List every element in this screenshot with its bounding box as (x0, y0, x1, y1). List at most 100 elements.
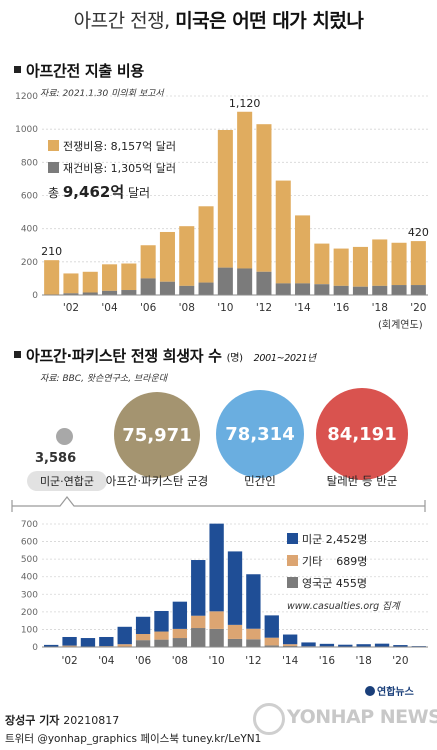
y-tick-label: 500 (21, 555, 38, 565)
legend-us: 미군 2,452명 (287, 531, 367, 547)
legend-us-label: 미군 (302, 533, 323, 546)
bar-other (62, 645, 77, 647)
legend-recon: 재건비용: 1,305억 달러 (48, 160, 176, 176)
casualty-source: www.casualties.org 집계 (287, 601, 400, 612)
y-tick-label: 1000 (15, 125, 38, 135)
x-tick-label: '16 (319, 655, 336, 667)
x-tick-label: '16 (333, 302, 350, 314)
circle-civilian: 78,314 (216, 390, 304, 478)
x-tick-label: '14 (294, 302, 311, 314)
bar-recon (333, 285, 349, 295)
bar-war (102, 264, 118, 291)
bar-war (372, 239, 388, 286)
watermark-globe-icon (253, 703, 285, 735)
bar-war (121, 263, 137, 291)
y-tick-label: 300 (21, 590, 38, 600)
total-value: 9,462억 (62, 183, 125, 201)
bar-war (256, 124, 272, 272)
bar-recon (256, 271, 272, 295)
bar-war (44, 260, 60, 295)
bar-uk (209, 628, 224, 647)
y-tick-label: 1200 (15, 92, 38, 102)
spending-chart: 0 200 400 600 800 1000 1200 210 1,120 420 '02 '04 '0… (15, 92, 429, 314)
bar-war (352, 246, 368, 287)
bar-us (282, 634, 298, 645)
bar-us (393, 645, 408, 647)
y-tick-label: 600 (21, 538, 38, 548)
y-tick-label: 700 (21, 520, 38, 530)
bar-recon (179, 285, 195, 295)
bar-us (172, 601, 188, 629)
x-tick-label: '08 (179, 302, 195, 314)
casualty-chart: 0 100 200 300 400 500 600 700 '02 '04 '06 '08 '10 '12… (21, 520, 428, 667)
legend-recon-swatch (48, 162, 59, 173)
bar-recon (275, 283, 291, 295)
bar-other (191, 615, 206, 629)
bar-us (117, 626, 132, 645)
bar-other (227, 624, 243, 639)
bar-us (191, 560, 206, 616)
bar-other (209, 611, 224, 629)
bar-war (391, 242, 407, 286)
data-label: 420 (408, 226, 429, 239)
bar-us (246, 574, 261, 629)
bar-war (198, 206, 214, 283)
bar-us (264, 615, 279, 638)
legend-us-value: 2,452명 (325, 533, 368, 546)
circle-police: 75,971 (114, 392, 200, 478)
circle-police-label: 아프간·파키스탄 군경 (105, 474, 209, 488)
legend-other-value: 689명 (336, 555, 368, 568)
y-tick-label: 200 (21, 258, 38, 268)
bar-us (374, 643, 390, 647)
section2-source: 자료: BBC, 왓슨연구소, 브라운대 (40, 374, 168, 384)
bar-uk (135, 640, 151, 647)
fiscal-year-note: (회계연도) (378, 320, 423, 331)
bar-recon (352, 286, 368, 295)
bar-uk (264, 645, 279, 647)
reporter-name: 장성구 기자 (5, 714, 60, 727)
legend-other: 기타 689명 (287, 553, 367, 569)
bar-war (295, 215, 311, 284)
watermark: YONHAP NEWS (249, 703, 437, 743)
total-suffix: 달러 (127, 186, 151, 200)
section1-title: 아프간전 지출 비용 (14, 60, 144, 81)
bullet-square-icon-2 (14, 351, 21, 358)
bar-other (135, 633, 151, 641)
bar-recon (159, 281, 175, 295)
legend-recon-label: 재건비용: 1,305억 달러 (63, 162, 177, 175)
bar-us (227, 551, 243, 625)
circle-allied (56, 428, 73, 445)
bar-other (264, 637, 279, 646)
pill-connector (11, 496, 426, 512)
bar-recon (295, 283, 311, 295)
section2-title: 아프간·파키스탄 전쟁 희생자 수 (명) 2001~2021년 (14, 345, 316, 366)
bar-us (80, 638, 96, 647)
bar-uk (191, 628, 206, 647)
legend-uk: 영국군 455명 (287, 575, 367, 591)
legend-uk-value: 455명 (335, 577, 367, 590)
section2-title-text: 아프간·파키스탄 전쟁 희생자 수 (26, 347, 222, 365)
bar-us (135, 616, 151, 634)
bar-war (140, 245, 156, 279)
x-tick-label: '14 (282, 655, 299, 667)
legend-other-swatch (287, 555, 298, 566)
bar-other (154, 631, 169, 640)
bar-us (44, 644, 59, 647)
x-tick-label: '18 (356, 655, 372, 667)
social-links: 트위터 @yonhap_graphics 페이스북 tuney.kr/LeYN1 (5, 733, 262, 745)
x-tick-label: '06 (140, 302, 157, 314)
bar-uk (154, 639, 169, 647)
section2-unit: (명) (226, 353, 243, 364)
bar-us (338, 644, 353, 647)
legend-us-swatch (287, 533, 298, 544)
circle-allied-label: 미군·연합군 (27, 471, 107, 491)
y-tick-label: 200 (21, 608, 38, 618)
bar-us (301, 642, 316, 647)
bar-uk (246, 639, 261, 647)
bar-war (63, 273, 79, 294)
bar-recon (314, 284, 330, 295)
bullet-square-icon (14, 66, 21, 73)
x-tick-label: '08 (172, 655, 188, 667)
bar-recon (217, 267, 233, 295)
bar-other (99, 646, 114, 647)
